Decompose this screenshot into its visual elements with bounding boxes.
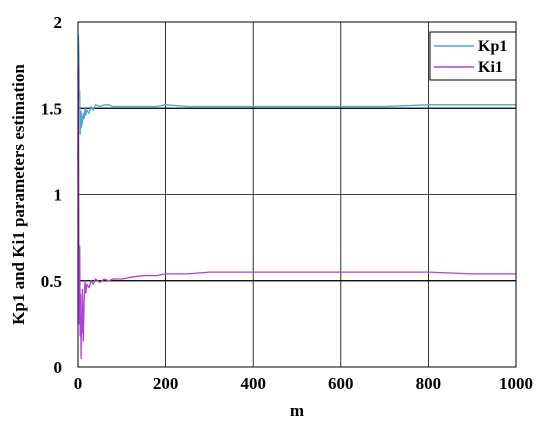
x-axis-title: m [290,401,304,420]
tick-labels: 0 200 400 600 800 1000 0 0.5 1 1.5 2 [41,13,533,393]
legend-label-ki1: Ki1 [478,59,503,76]
y-tick-label: 1.5 [41,99,62,118]
y-tick-label: 0.5 [41,272,62,291]
legend-label-kp1: Kp1 [478,38,507,55]
x-tick-label: 600 [328,374,354,393]
series-line-kp1 [77,35,516,135]
series-group [77,35,516,360]
y-axis-title: Kp1 and Ki1 parameters estimation [9,64,28,325]
x-tick-label: 1000 [499,374,533,393]
x-tick-label: 200 [153,374,179,393]
plot-frame [77,21,517,368]
x-tick-label: 0 [74,374,83,393]
x-tick-label: 800 [416,374,442,393]
x-tick-label: 400 [240,374,266,393]
y-tick-label: 1 [54,186,63,205]
reference-lines [78,107,516,282]
legend: Kp1 Ki1 [429,31,517,81]
y-tick-label: 0 [54,358,63,377]
legend-box [429,31,517,81]
y-tick-label: 2 [54,13,63,32]
series-line-ki1 [77,64,516,360]
